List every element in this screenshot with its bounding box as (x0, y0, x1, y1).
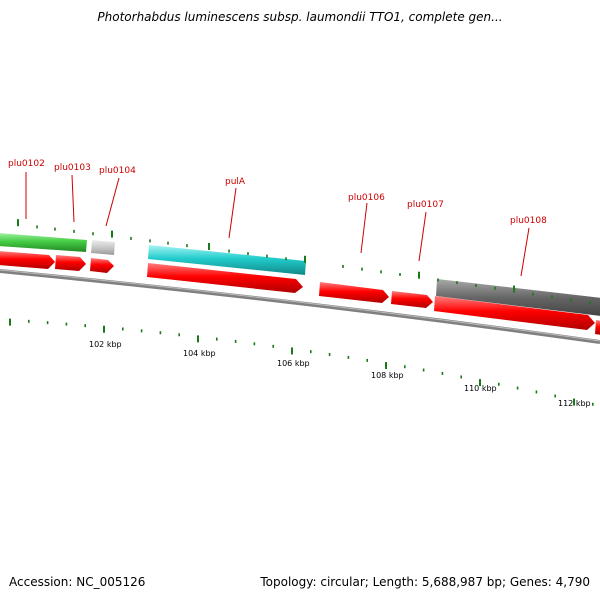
gene-leader (228, 187, 237, 239)
cds-arrow[interactable] (391, 291, 433, 308)
scale-label: 104 kbp (183, 349, 216, 358)
cds-arrow[interactable] (55, 255, 86, 271)
gene-label-plu0104[interactable]: plu0104 (99, 166, 136, 176)
cds-arrow[interactable] (0, 251, 55, 269)
gene-label-plu0106[interactable]: plu0106 (348, 193, 385, 203)
gene-label-pula[interactable]: pulA (225, 177, 246, 187)
cds-arrow[interactable] (90, 258, 114, 273)
scale-label: 106 kbp (277, 359, 310, 368)
map-title: Photorhabdus luminescens subsp. laumondi… (97, 10, 503, 24)
scale-tick-row (9, 318, 594, 406)
upper-tick-row (17, 219, 591, 305)
cds-arrow[interactable] (434, 296, 595, 330)
feature-cyan[interactable] (148, 245, 306, 275)
scale-label: 112 kbp (558, 399, 591, 408)
gene-leader (360, 202, 368, 254)
scale-label: 102 kbp (89, 340, 122, 349)
feature-gray-light[interactable] (91, 240, 115, 255)
gene-label-plu0107[interactable]: plu0107 (407, 200, 444, 210)
gene-leader (105, 177, 120, 227)
gene-label-plu0102[interactable]: plu0102 (8, 159, 45, 169)
scale-label: 108 kbp (371, 371, 404, 380)
scale-label: 110 kbp (464, 384, 497, 393)
cds-arrow[interactable] (595, 320, 600, 335)
cds-arrow[interactable] (147, 263, 303, 293)
accession-label: Accession: NC_005126 (9, 575, 146, 589)
gene-label-plu0108[interactable]: plu0108 (510, 216, 547, 226)
gene-leader (71, 174, 75, 223)
gene-leader (520, 227, 530, 277)
backbone-highlight (0, 269, 600, 342)
feature-gray-dark[interactable] (436, 279, 600, 316)
gene-leader (418, 211, 427, 262)
genome-stats-label: Topology: circular; Length: 5,688,987 bp… (260, 575, 590, 589)
feature-green[interactable] (0, 233, 87, 252)
backbone-track (0, 269, 600, 344)
gene-label-plu0103[interactable]: plu0103 (54, 163, 91, 173)
cds-arrow[interactable] (319, 282, 389, 303)
